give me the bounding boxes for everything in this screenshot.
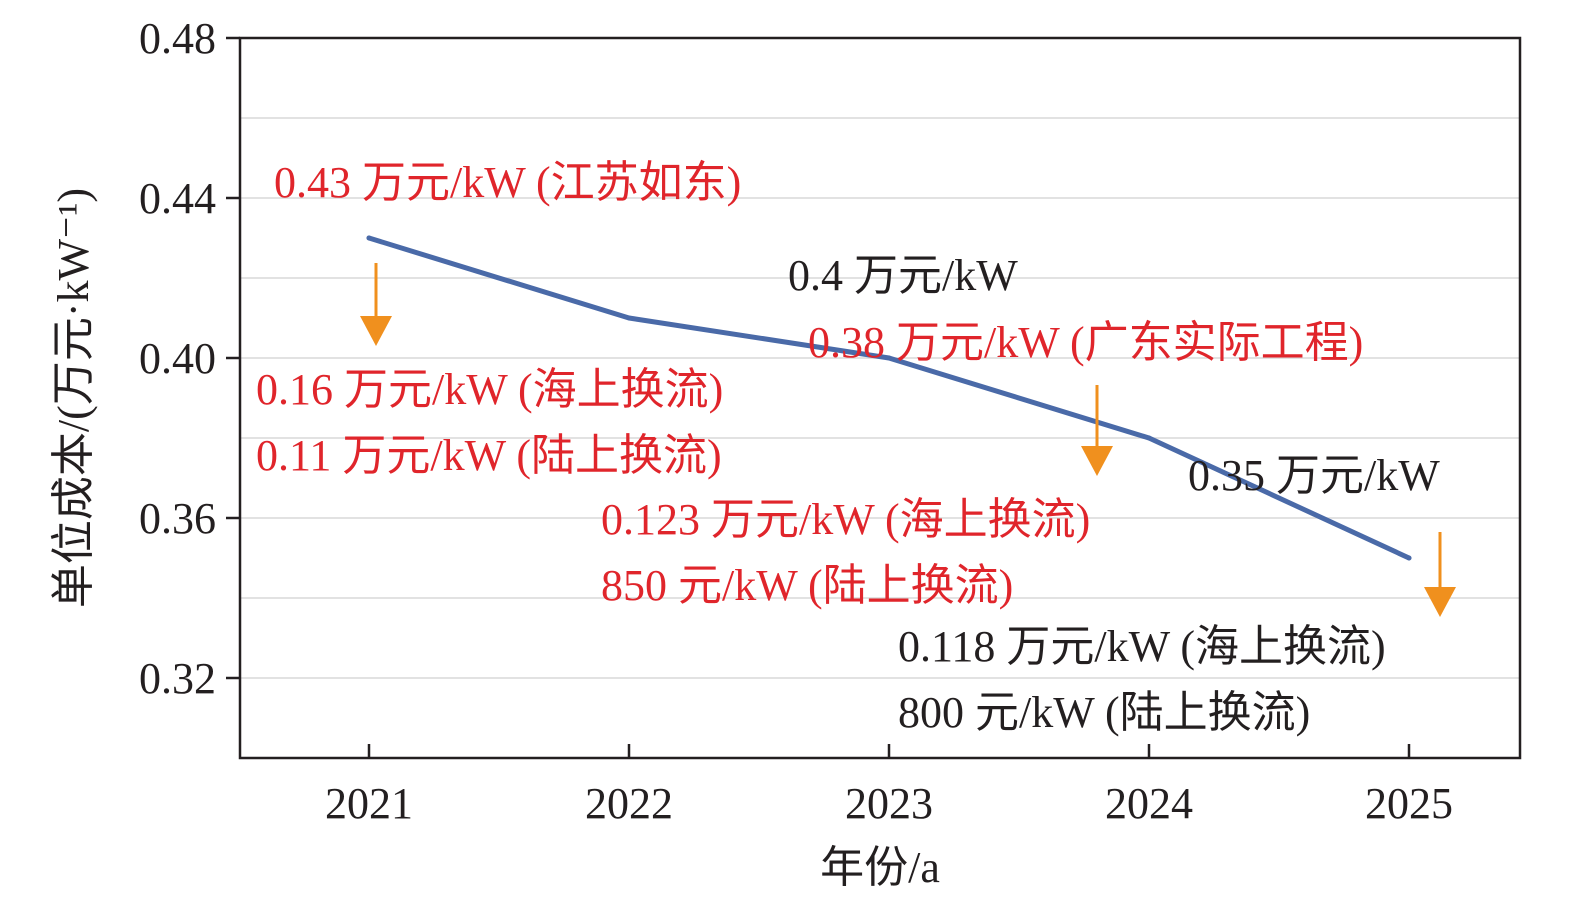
y-tick-label: 0.36 — [139, 494, 216, 543]
annotation-2025-offshore: 0.118 万元/kW (海上换流) — [898, 622, 1386, 671]
annotation-2021-offshore: 0.16 万元/kW (海上换流) — [256, 365, 723, 414]
y-tick-label: 0.40 — [139, 334, 216, 383]
data-points — [366, 235, 1412, 561]
data-point-2024 — [1146, 435, 1152, 441]
x-axis-ticks: 2021 2022 2023 2024 2025 — [325, 744, 1453, 828]
y-axis-ticks: 0.32 0.36 0.40 0.44 0.48 — [139, 14, 240, 703]
data-point-2023 — [886, 355, 892, 361]
x-axis-title: 年份/a — [820, 843, 940, 892]
annotation-2021-rudong: 0.43 万元/kW (江苏如东) — [274, 158, 741, 207]
x-tick-label: 2024 — [1105, 779, 1193, 828]
annotation-2025-onshore: 800 元/kW (陆上换流) — [898, 688, 1310, 737]
data-point-2021 — [366, 235, 372, 241]
annotation-arrows — [360, 263, 1456, 617]
annotation-2025-cost: 0.35 万元/kW — [1188, 451, 1440, 500]
gridlines — [240, 117, 1520, 679]
y-tick-label: 0.44 — [139, 174, 216, 223]
x-tick-label: 2025 — [1365, 779, 1453, 828]
y-tick-label: 0.32 — [139, 654, 216, 703]
annotation-2023-guangdong: 0.38 万元/kW (广东实际工程) — [808, 318, 1363, 367]
y-axis-title: 单位成本/(万元·kW⁻¹) — [49, 188, 98, 608]
y-tick-label: 0.48 — [139, 14, 216, 63]
x-tick-label: 2022 — [585, 779, 673, 828]
annotation-2023-cost: 0.4 万元/kW — [788, 251, 1018, 300]
data-point-2022 — [626, 315, 632, 321]
annotation-2021-onshore: 0.11 万元/kW (陆上换流) — [256, 431, 722, 480]
data-point-2025 — [1406, 555, 1412, 561]
plot-area-frame — [238, 36, 1522, 760]
arrow-2021 — [360, 263, 392, 346]
annotation-2024-onshore: 850 元/kW (陆上换流) — [601, 561, 1013, 610]
x-tick-label: 2023 — [845, 779, 933, 828]
annotation-2024-offshore: 0.123 万元/kW (海上换流) — [601, 495, 1090, 544]
arrow-2025 — [1424, 532, 1456, 617]
arrow-2024 — [1081, 385, 1113, 476]
x-tick-label: 2021 — [325, 779, 413, 828]
